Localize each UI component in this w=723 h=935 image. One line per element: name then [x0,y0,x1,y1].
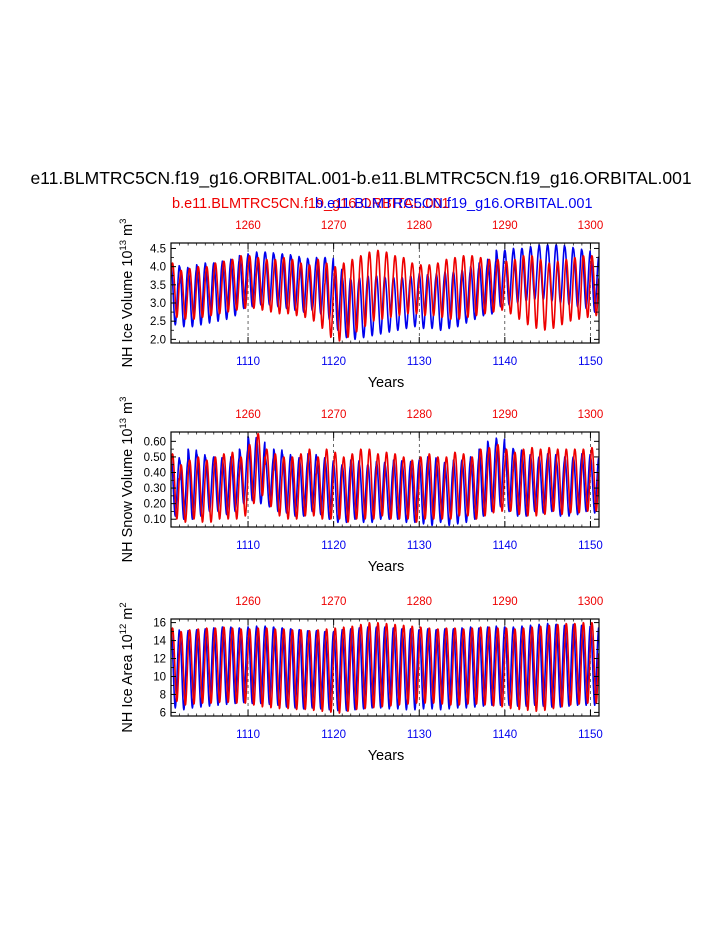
x-tick-label-bottom: 1120 [321,540,346,552]
series-line-red [171,432,599,523]
x-tick-label-top: 1300 [578,596,604,608]
x-tick-label-bottom: 1140 [492,729,517,741]
x-tick-label-bottom: 1110 [236,540,260,552]
y-tick-label: 0.50 [144,452,166,464]
legend-red-label: b.e11.BLMTRC5CN.f19_g16.ORBITAL.001 [172,196,450,212]
x-tick-label-bottom: 1130 [407,540,432,552]
series-line-blue [171,622,599,712]
y-tick-label: 12 [153,654,166,666]
x-tick-label-bottom: 1110 [236,729,260,741]
panel-ice-volume: 2.0 2.5 3.0 3.5 4.0 4.5 1110 1120 1130 1140 1150 12… [118,219,603,391]
x-tick-label-bottom: 1140 [492,540,517,552]
y-axis-label: NH Snow Volume 1013 m3 [118,397,136,563]
y-tick-label: 4.0 [150,262,166,274]
x-tick-label-bottom: 1150 [578,356,603,368]
x-tick-label-bottom: 1150 [578,729,603,741]
y-tick-label: 16 [153,618,166,630]
x-tick-label-top: 1280 [406,596,432,608]
panel-snow-volume: 0.10 0.20 0.30 0.40 0.50 0.60 1110 1120 1130 1140… [118,397,603,575]
x-axis-label: Years [368,748,405,764]
y-tick-label: 0.60 [144,436,166,448]
series-group [171,621,599,714]
y-tick-label: 10 [153,671,166,683]
x-tick-label-top: 1290 [492,596,518,608]
legend-blue-label: b.e11.BLMTRC5CN.f19_g16.ORBITAL.001 [315,196,593,212]
x-tick-label-top: 1260 [235,220,261,232]
x-tick-label-top: 1300 [578,220,604,232]
series-group [171,244,599,342]
y-tick-label: 0.40 [144,467,166,479]
y-tick-label: 3.0 [150,298,166,310]
x-tick-label-bottom: 1140 [492,356,517,368]
x-axis-label: Years [368,559,405,575]
panel-ice-area: 6 8 10 12 14 16 1110 1120 1130 1140 1150 1260 1270 12… [118,596,603,764]
y-tick-label: 14 [153,636,166,648]
x-tick-label-top: 1260 [235,409,261,421]
x-tick-label-top: 1280 [406,220,432,232]
series-line-red [171,621,599,714]
y-tick-label: 8 [160,689,166,701]
x-tick-label-top: 1270 [321,409,347,421]
chart-title-text: e11.BLMTRC5CN.f19_g16.ORBITAL.001-b.e11.… [30,168,692,188]
y-tick-label: 3.5 [150,280,166,292]
x-tick-label-top: 1270 [321,220,347,232]
x-tick-label-bottom: 1130 [407,356,432,368]
y-tick-label: 2.0 [150,334,166,346]
x-tick-label-top: 1290 [492,220,518,232]
x-tick-label-top: 1270 [321,596,347,608]
x-tick-label-bottom: 1150 [578,540,603,552]
x-tick-label-top: 1260 [235,596,261,608]
x-tick-label-bottom: 1130 [407,729,432,741]
series-group [171,432,599,527]
x-axis-label: Years [368,375,405,391]
x-tick-label-top: 1290 [492,409,518,421]
y-tick-label: 6 [160,707,166,719]
y-tick-label: 0.10 [144,514,166,526]
y-tick-label: 0.30 [144,483,166,495]
x-tick-label-bottom: 1110 [236,356,260,368]
y-tick-label: 2.5 [150,316,166,328]
x-tick-label-bottom: 1120 [321,356,346,368]
x-tick-label-top: 1280 [406,409,432,421]
x-tick-label-top: 1300 [578,409,604,421]
y-axis-label: NH Ice Area 1012 m2 [118,602,136,732]
y-tick-label: 4.5 [150,243,166,255]
series-line-red [171,249,599,342]
y-axis-label: NH Ice Volume 1013 m3 [118,219,136,368]
y-tick-label: 0.20 [144,499,166,511]
chart-title: e11.BLMTRC5CN.f19_g16.ORBITAL.001-b.e11.… [0,168,723,192]
x-tick-label-bottom: 1120 [321,729,346,741]
